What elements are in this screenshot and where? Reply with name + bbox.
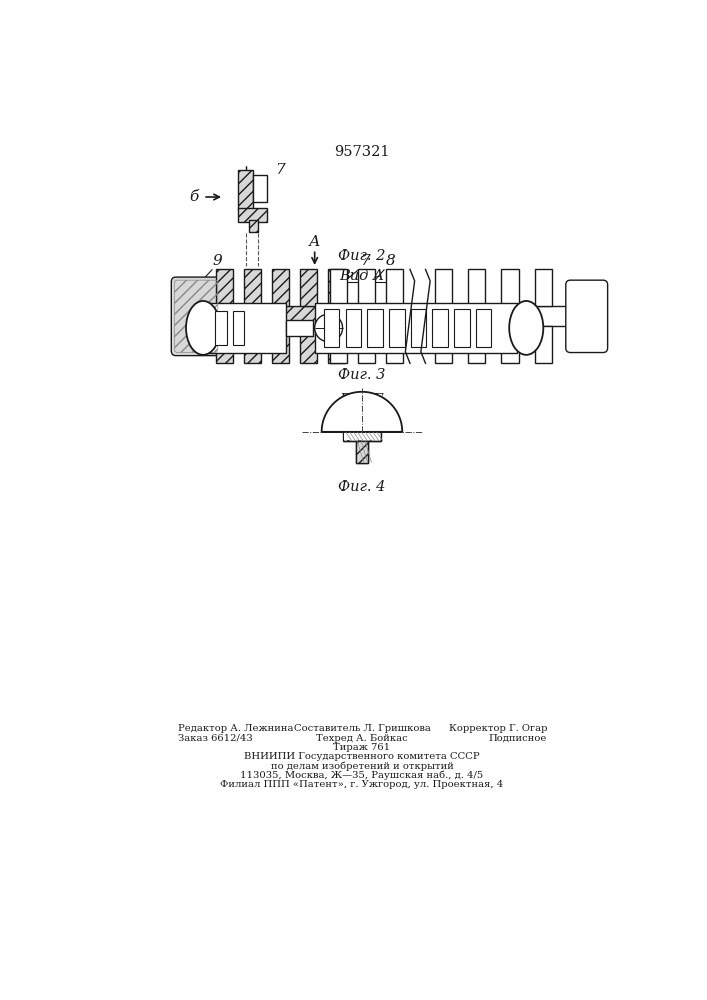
Bar [534, 326, 552, 363]
Bar [368, 309, 383, 347]
Bar [389, 309, 404, 347]
Bar [330, 326, 347, 363]
Ellipse shape [186, 301, 220, 355]
Text: Редактор А. Лежнина: Редактор А. Лежнина [177, 724, 293, 733]
Bar [328, 269, 345, 306]
Text: Филиал ППП «Патент», г. Ужгород, ул. Проектная, 4: Филиал ППП «Патент», г. Ужгород, ул. Про… [221, 780, 503, 789]
Bar [501, 326, 518, 363]
Bar [272, 326, 289, 363]
Bar [315, 303, 517, 353]
Bar [476, 309, 491, 347]
Text: 8: 8 [386, 254, 395, 268]
Text: Корректор Г. Огар: Корректор Г. Огар [449, 724, 547, 733]
Bar [468, 326, 485, 363]
Text: 9: 9 [213, 254, 223, 268]
Bar [343, 432, 381, 441]
Bar [209, 303, 286, 353]
Polygon shape [322, 392, 402, 432]
Text: Составитель Л. Гришкова: Составитель Л. Гришкова [293, 724, 431, 733]
Bar [330, 269, 347, 306]
Bar [344, 433, 380, 440]
Bar [238, 170, 253, 210]
Bar [433, 306, 577, 326]
Bar [454, 309, 469, 347]
Text: по делам изобретений и открытий: по делам изобретений и открытий [271, 761, 453, 771]
Bar [328, 326, 345, 363]
Text: 7: 7 [360, 254, 370, 268]
Circle shape [315, 314, 343, 342]
Bar [433, 309, 448, 347]
Bar [300, 326, 317, 363]
Bar [300, 269, 317, 306]
Text: А: А [309, 235, 320, 249]
Text: Техред А. Бойкас: Техред А. Бойкас [316, 734, 408, 743]
Bar [435, 269, 452, 306]
Text: Вид А: Вид А [339, 269, 385, 283]
Bar [272, 269, 289, 306]
Text: б: б [189, 190, 199, 204]
Bar [358, 326, 375, 363]
Bar [468, 269, 485, 306]
Bar [216, 269, 233, 306]
Bar [329, 306, 410, 326]
Ellipse shape [509, 301, 543, 355]
Bar [249, 220, 258, 232]
Text: 7: 7 [275, 163, 285, 177]
Bar [356, 441, 368, 463]
Text: Вид Б: Вид Б [339, 393, 385, 407]
Text: Подписное: Подписное [489, 734, 547, 743]
Bar [346, 309, 361, 347]
Text: ВНИИПИ Государственного комитета СССР: ВНИИПИ Государственного комитета СССР [244, 752, 480, 761]
Bar [324, 309, 339, 347]
Bar [435, 326, 452, 363]
Text: Заказ 6612/43: Заказ 6612/43 [177, 734, 252, 743]
Bar [386, 269, 403, 306]
Text: Фиг. 4: Фиг. 4 [338, 480, 385, 494]
Bar [411, 309, 426, 347]
Bar [233, 311, 244, 345]
Bar [253, 175, 267, 202]
Bar [534, 269, 552, 306]
Bar [244, 326, 261, 363]
Bar [358, 269, 375, 306]
FancyBboxPatch shape [171, 277, 221, 356]
Bar [286, 320, 313, 336]
Bar [238, 208, 267, 222]
Text: Фиг. 2: Фиг. 2 [338, 249, 385, 263]
FancyBboxPatch shape [566, 280, 607, 353]
Bar [216, 326, 233, 363]
Text: Тираж 761: Тираж 761 [334, 743, 390, 752]
Text: Фиг. 3: Фиг. 3 [338, 368, 385, 382]
Text: 113035, Москва, Ж—35, Раушская наб., д. 4/5: 113035, Москва, Ж—35, Раушская наб., д. … [240, 771, 484, 780]
Bar [244, 269, 261, 306]
Bar [501, 269, 518, 306]
Bar [215, 306, 329, 326]
Text: 957321: 957321 [334, 145, 390, 159]
Bar [386, 326, 403, 363]
Bar [216, 311, 227, 345]
